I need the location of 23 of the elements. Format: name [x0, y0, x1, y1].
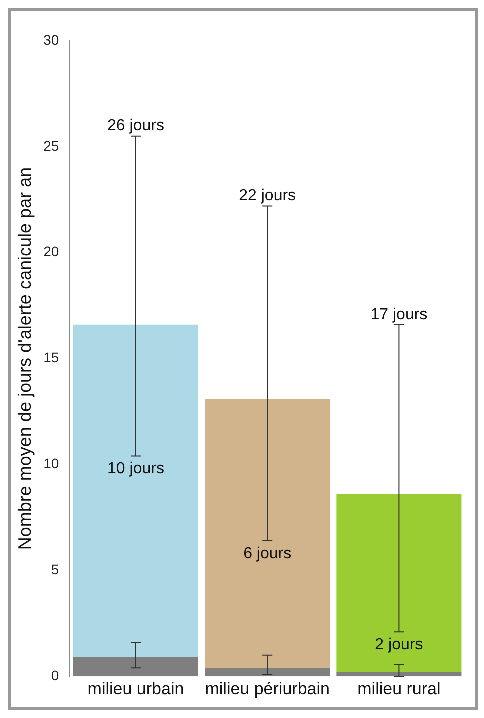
x-tick-label: milieu urbain [88, 679, 184, 698]
bar [336, 672, 462, 677]
y-axis-title: Nombre moyen de jours d'alerte canicule par an [14, 167, 35, 550]
y-tick-label: 25 [44, 138, 60, 154]
annotation: 2 jours [375, 636, 424, 654]
bar [205, 668, 330, 677]
bar [205, 399, 330, 668]
annotation: 6 jours [244, 545, 292, 562]
bar [336, 494, 462, 672]
x-tick-label: milieu rural [358, 679, 441, 698]
bar [73, 324, 198, 658]
x-tick-label: milieu périurbain [205, 679, 330, 698]
y-tick-label: 20 [44, 244, 60, 260]
annotation: 22 jours [239, 188, 296, 205]
y-tick-label: 15 [44, 350, 60, 366]
y-tick-label: 30 [44, 32, 60, 48]
y-tick-label: 5 [51, 562, 60, 578]
annotation: 26 jours [108, 118, 164, 135]
annotation: 17 jours [370, 306, 428, 324]
y-tick-label: 0 [51, 667, 60, 684]
annotation: 10 jours [108, 460, 164, 478]
bar [73, 658, 198, 677]
y-tick-label: 10 [44, 456, 60, 472]
